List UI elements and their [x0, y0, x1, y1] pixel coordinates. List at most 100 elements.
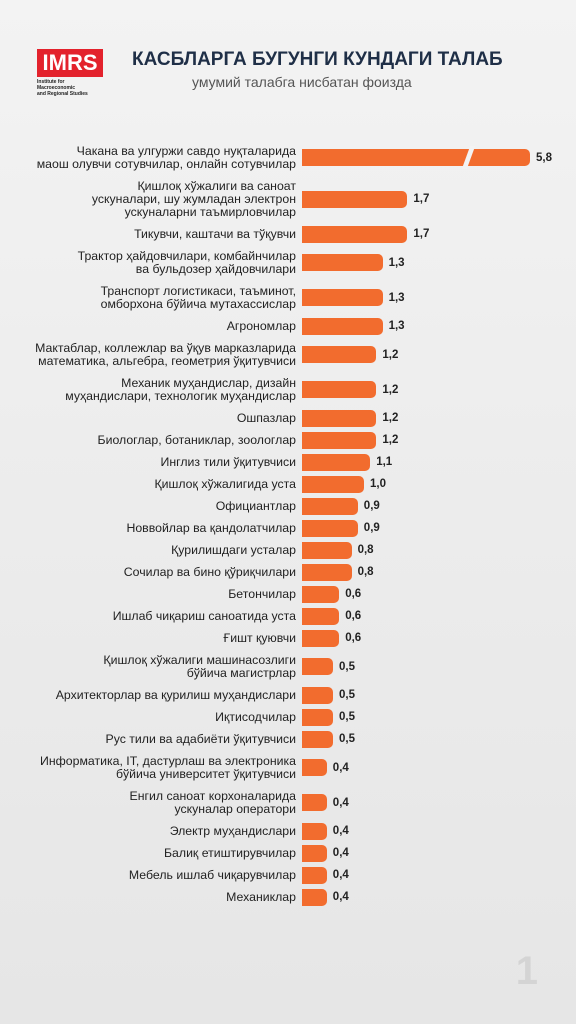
bar [302, 585, 340, 603]
value-label: 1,3 [388, 320, 405, 332]
bar-row: Сочилар ва бино қўриқчилари 0,8 [0, 561, 576, 583]
bar [302, 381, 377, 398]
bar [302, 822, 327, 840]
bar-row: Қишлоқ хўжалиги ва саноат ускуналари, шу… [0, 175, 576, 223]
bar-row: Ишлаб чиқариш саноатида уста 0,6 [0, 605, 576, 627]
bar-row: Қишлоқ хўжалигида уста 1,0 [0, 473, 576, 495]
value-label: 0,4 [332, 891, 349, 903]
bar-list: Чакана ва улгуржи савдо нуқталарида маош… [0, 140, 576, 908]
bar-row: Трактор ҳайдовчилари, комбайнчилар ва бу… [0, 245, 576, 280]
bar-row: Транспорт логистикаси, таъминот, омборхо… [0, 280, 576, 315]
bar-row: Агрономлар 1,3 [0, 315, 576, 337]
bar-row: Тикувчи, каштачи ва тўқувчи 1,7 [0, 223, 576, 245]
bar [302, 289, 383, 306]
value-label: 0,8 [357, 566, 374, 578]
bar-row: Бетончилар 0,6 [0, 583, 576, 605]
value-label: 0,5 [339, 689, 355, 701]
chart-subtitle: умумий талабга нисбатан фоизда [192, 74, 412, 90]
category-label: Чакана ва улгуржи савдо нуқталарида маош… [36, 143, 296, 171]
value-label: 5,8 [536, 151, 552, 164]
category-label: Енгил саноат корхоналарида ускуналар опе… [129, 788, 296, 816]
bar [302, 658, 333, 675]
value-label: 0,6 [345, 610, 362, 622]
bar [302, 708, 333, 726]
category-label: Трактор ҳайдовчилари, комбайнчилар ва бу… [77, 248, 296, 276]
bar [302, 563, 352, 581]
bar [302, 146, 530, 169]
value-label: 0,9 [363, 522, 380, 534]
category-label: Механиклар [226, 889, 296, 904]
value-label: 0,9 [363, 500, 380, 512]
category-label: Ошпазлар [236, 410, 296, 425]
category-label: Механик муҳандислар, дизайн муҳандислари… [65, 375, 296, 403]
bar-row: Рус тили ва адабиёти ўқитувчиси 0,5 [0, 728, 576, 750]
value-label: 1,2 [382, 383, 399, 396]
value-label: 0,8 [357, 544, 374, 556]
bar-row: Ғишт қуювчи 0,6 [0, 627, 576, 649]
value-label: 1,0 [370, 478, 386, 490]
bar [302, 453, 371, 471]
bar-row: Механиклар 0,4 [0, 886, 576, 908]
category-label: Транспорт логистикаси, таъминот, омборхо… [100, 283, 296, 311]
category-label: Ишлаб чиқариш саноатида уста [112, 608, 296, 623]
value-label: 0,4 [332, 847, 349, 859]
bar-row: Электр муҳандислари 0,4 [0, 820, 576, 842]
value-label: 1,3 [388, 256, 405, 269]
value-label: 0,5 [339, 711, 355, 723]
bar-row: Механик муҳандислар, дизайн муҳандислари… [0, 372, 576, 407]
bar [302, 607, 340, 625]
bar [302, 431, 377, 449]
category-label: Информатика, IT, дастурлаш ва электроник… [40, 753, 296, 781]
category-label: Қишлоқ хўжалиги машинасозлиги бўйича маг… [103, 652, 296, 680]
logo-caption: Institute for Macroeconomic and Regional… [37, 79, 88, 97]
value-label: 1,7 [413, 193, 430, 205]
axis-break [461, 146, 476, 169]
bar-row: Мебель ишлаб чиқарувчилар 0,4 [0, 864, 576, 886]
category-label: Тикувчи, каштачи ва тўқувчи [134, 226, 296, 241]
bar [302, 254, 383, 271]
value-label: 1,2 [382, 434, 399, 446]
bar-row: Ошпазлар 1,2 [0, 407, 576, 429]
bar [302, 844, 327, 862]
bar-row: Архитекторлар ва қурилиш муҳандислари 0,5 [0, 684, 576, 706]
bar [302, 190, 408, 208]
bar [302, 475, 364, 493]
bar [302, 346, 377, 363]
category-label: Инглиз тили ўқитувчиси [160, 454, 297, 469]
bar [302, 794, 327, 811]
category-label: Рус тили ва адабиёти ўқитувчиси [105, 731, 297, 746]
bar [302, 225, 408, 243]
chart-title: КАСБЛАРГА БУГУНГИ КУНДАГИ ТАЛАБ [132, 49, 503, 70]
value-label: 0,5 [339, 660, 355, 673]
bar [302, 759, 327, 776]
category-label: Биологлар, ботаниклар, зоологлар [97, 432, 297, 447]
bar [302, 629, 340, 647]
bar [302, 409, 377, 427]
value-label: 0,4 [332, 796, 349, 809]
bar-row: Чакана ва улгуржи савдо нуқталарида маош… [0, 140, 576, 175]
value-label: 0,4 [332, 761, 349, 774]
bar-row: Иқтисодчилар 0,5 [0, 706, 576, 728]
logo-text: IMRS [37, 49, 103, 77]
bar-row: Мактаблар, коллежлар ва ўқув марказларид… [0, 337, 576, 372]
category-label: Агрономлар [226, 318, 296, 333]
value-label: 1,1 [376, 456, 393, 468]
page-number: 1 [515, 949, 538, 993]
bar-row: Инглиз тили ўқитувчиси 1,1 [0, 451, 576, 473]
category-label: Новвойлар ва қандолатчилар [126, 520, 296, 535]
bar [302, 497, 358, 515]
value-label: 0,6 [345, 632, 362, 644]
value-label: 0,5 [339, 733, 355, 745]
bar [302, 866, 327, 884]
bar-row: Балиқ етиштирувчилар 0,4 [0, 842, 576, 864]
category-label: Балиқ етиштирувчилар [163, 845, 296, 860]
bar [302, 686, 333, 704]
value-label: 0,4 [332, 869, 349, 881]
bar-row: Қурилишдаги усталар 0,8 [0, 539, 576, 561]
category-label: Электр муҳандислари [169, 823, 296, 838]
category-label: Ғишт қуювчи [223, 630, 296, 645]
value-label: 0,6 [345, 588, 362, 600]
bar [302, 888, 327, 906]
category-label: Архитекторлар ва қурилиш муҳандислари [55, 687, 296, 702]
